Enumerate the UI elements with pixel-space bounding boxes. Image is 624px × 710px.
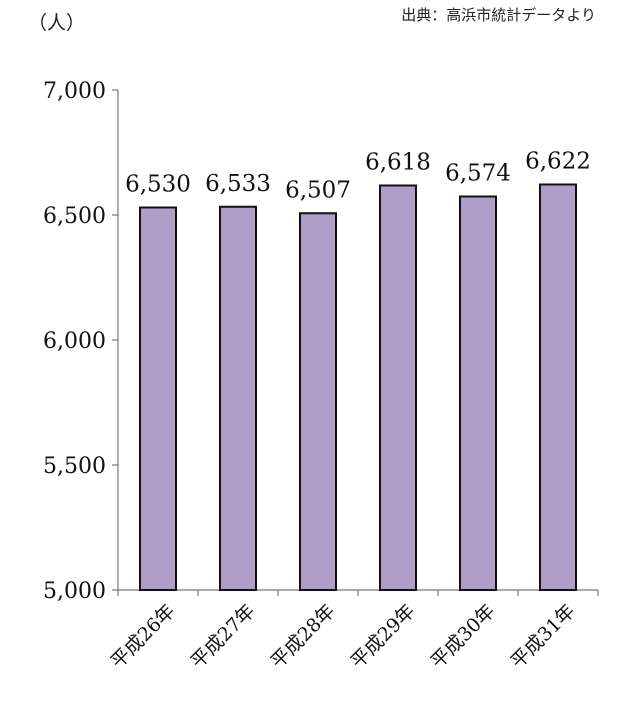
x-category-label: 平成30年 [427,600,500,673]
data-label: 6,618 [365,150,431,176]
bar [299,212,337,591]
x-category-label: 平成29年 [347,600,420,673]
data-label: 6,574 [445,161,511,187]
y-tick-label: 6,500 [43,204,106,229]
y-tick-label: 7,000 [43,79,106,104]
y-unit-label: （人） [28,12,86,34]
data-label: 6,507 [285,177,351,203]
bar [539,183,577,591]
x-category-label: 平成27年 [187,600,260,673]
y-tick-label: 5,000 [43,579,106,604]
data-label: 6,533 [205,171,271,197]
data-label: 6,530 [125,172,191,198]
x-category-label: 平成26年 [107,600,180,673]
bar [459,195,497,591]
bar [379,184,417,591]
data-label: 6,622 [525,149,591,175]
source-note: 出典：高浜市統計データより [401,6,596,24]
bar [219,205,257,591]
x-category-label: 平成28年 [267,600,340,673]
bar [139,206,177,591]
x-category-label: 平成31年 [507,600,580,673]
y-tick-label: 5,500 [43,454,106,479]
y-tick-label: 6,000 [43,329,106,354]
